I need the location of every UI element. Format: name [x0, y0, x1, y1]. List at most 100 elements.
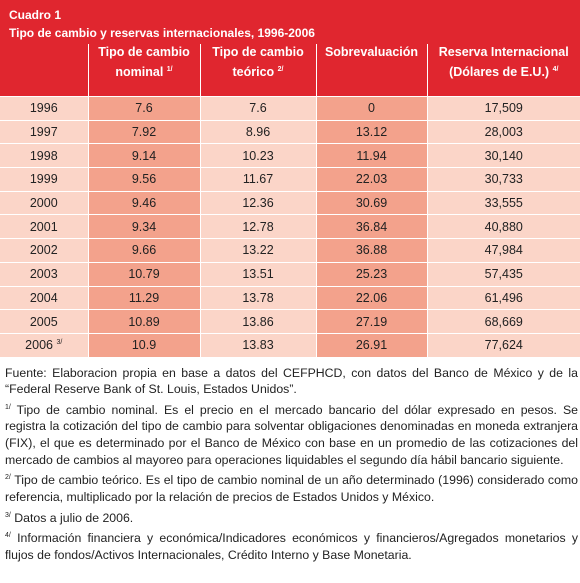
year: 2005: [29, 314, 58, 329]
note-mark: 2/: [5, 474, 11, 482]
cell: 27.19: [315, 309, 427, 334]
cell: 2001: [0, 214, 88, 239]
footnote-text: Tipo de cambio nominal. Es el precio en …: [5, 402, 578, 467]
year: 2000: [29, 196, 58, 211]
cell: 2005: [0, 309, 88, 334]
cell: 2000: [0, 190, 88, 215]
cell: 10.89: [87, 309, 200, 334]
cell: 12.36: [199, 190, 316, 215]
cell: 13.86: [199, 309, 316, 334]
cell: 1997: [0, 119, 88, 144]
year: 2006: [25, 338, 53, 353]
table-row: 1997 7.92 8.96 13.12 28,003: [0, 119, 580, 144]
cell: 13.78: [199, 285, 316, 310]
cell: 1998: [0, 143, 88, 168]
footnote: 3/ Datos a julio de 2006.: [5, 508, 578, 527]
footnote: Fuente: Elaboracion propia en base a dat…: [5, 365, 578, 398]
cell: 68,669: [426, 309, 580, 334]
cell: 25.23: [315, 261, 427, 286]
column-header: Reserva Internacional (Dólares de E.U.) 4…: [426, 44, 580, 97]
cell: 33,555: [426, 190, 580, 215]
table-row: 2006 3/10.9 13.83 26.91 77,624: [0, 332, 580, 357]
note-mark: 1/: [5, 403, 11, 411]
column-header: Tipo de cambio nominal 1/: [87, 44, 200, 97]
cell: 7.92: [87, 119, 200, 144]
table-row: 1999 9.56 11.67 22.03 30,733: [0, 167, 580, 192]
header-line: Tipo de cambio: [212, 45, 304, 59]
header-line: (Dólares de E.U.) 4/: [449, 65, 559, 80]
table-row: 1998 9.14 10.23 11.94 30,140: [0, 143, 580, 168]
cell: 11.67: [199, 167, 316, 192]
cell: 11.94: [315, 143, 427, 168]
cell: 9.66: [87, 238, 200, 263]
header-line: nominal 1/: [115, 65, 173, 80]
cell: 2004: [0, 285, 88, 310]
year: 1997: [29, 125, 58, 140]
footnote: 1/ Tipo de cambio nominal. Es el precio …: [5, 400, 578, 468]
footnotes: Fuente: Elaboracion propia en base a dat…: [0, 357, 580, 564]
note-mark: 3/: [56, 339, 63, 347]
header-line: Tipo de cambio: [98, 45, 190, 59]
header: Cuadro 1 Tipo de cambio y reservas inter…: [0, 0, 580, 44]
cell: 1996: [0, 96, 88, 121]
year: 2003: [29, 267, 58, 282]
cell: 9.46: [87, 190, 200, 215]
note-mark: 4/: [5, 532, 11, 540]
cell: 17,509: [426, 96, 580, 121]
table-row: 1996 7.6 7.6 0 17,509: [0, 96, 580, 121]
cell: 40,880: [426, 214, 580, 239]
cell: 13.83: [199, 332, 316, 357]
cell: 47,984: [426, 238, 580, 263]
cell: 11.29: [87, 285, 200, 310]
table-row: 2000 9.46 12.36 30.69 33,555: [0, 190, 580, 215]
cell: 2006 3/: [0, 332, 88, 357]
cell: 30.69: [315, 190, 427, 215]
footnote-text: Fuente: Elaboracion propia en base a dat…: [5, 365, 578, 397]
table-row: 2001 9.34 12.78 36.84 40,880: [0, 214, 580, 239]
cell: 9.56: [87, 167, 200, 192]
footnote: 2/ Tipo de cambio teórico. Es el tipo de…: [5, 470, 578, 505]
cell: 2002: [0, 238, 88, 263]
cell: 9.14: [87, 143, 200, 168]
cell: 8.96: [199, 119, 316, 144]
cell: 10.23: [199, 143, 316, 168]
note-mark: 1/: [166, 66, 173, 73]
footnote: 4/ Información financiera y económica/In…: [5, 528, 578, 563]
table-row: 2004 11.29 13.78 22.06 61,496: [0, 285, 580, 310]
cell: 0: [315, 96, 427, 121]
note-mark: 4/: [552, 66, 559, 73]
year: 2001: [29, 219, 58, 234]
data-table: Tipo de cambio nominal 1/Tipo de cambio te…: [0, 44, 580, 357]
table-row: 2003 10.79 13.51 25.23 57,435: [0, 261, 580, 286]
footnote-text: Tipo de cambio teórico. Es el tipo de ca…: [5, 473, 578, 504]
cell: 26.91: [315, 332, 427, 357]
header-label: Cuadro 1: [9, 8, 62, 22]
header-line: Reserva Internacional: [438, 45, 569, 59]
footnote-text: Información financiera y económica/Indic…: [5, 531, 579, 562]
cell: 12.78: [199, 214, 316, 239]
cell: 61,496: [426, 285, 580, 310]
cell: 13.22: [199, 238, 316, 263]
cell: 13.51: [199, 261, 316, 286]
year: 1996: [29, 101, 58, 116]
cell: 22.06: [315, 285, 427, 310]
cell: 7.6: [199, 96, 316, 121]
cell: 36.84: [315, 214, 427, 239]
cell: 57,435: [426, 261, 580, 286]
table-row: 2005 10.89 13.86 27.19 68,669: [0, 309, 580, 334]
year: 1998: [29, 148, 58, 163]
column-header: [0, 44, 88, 97]
cell: 10.79: [87, 261, 200, 286]
note-mark: 2/: [277, 66, 284, 73]
cell: 30,733: [426, 167, 580, 192]
cell: 9.34: [87, 214, 200, 239]
header-line: Sobrevaluación: [324, 45, 419, 59]
cell: 13.12: [315, 119, 427, 144]
year: 2004: [29, 290, 58, 305]
year: 2002: [29, 243, 58, 258]
cell: 2003: [0, 261, 88, 286]
table-row: 2002 9.66 13.22 36.88 47,984: [0, 238, 580, 263]
cell: 77,624: [426, 332, 580, 357]
cell: 1999: [0, 167, 88, 192]
